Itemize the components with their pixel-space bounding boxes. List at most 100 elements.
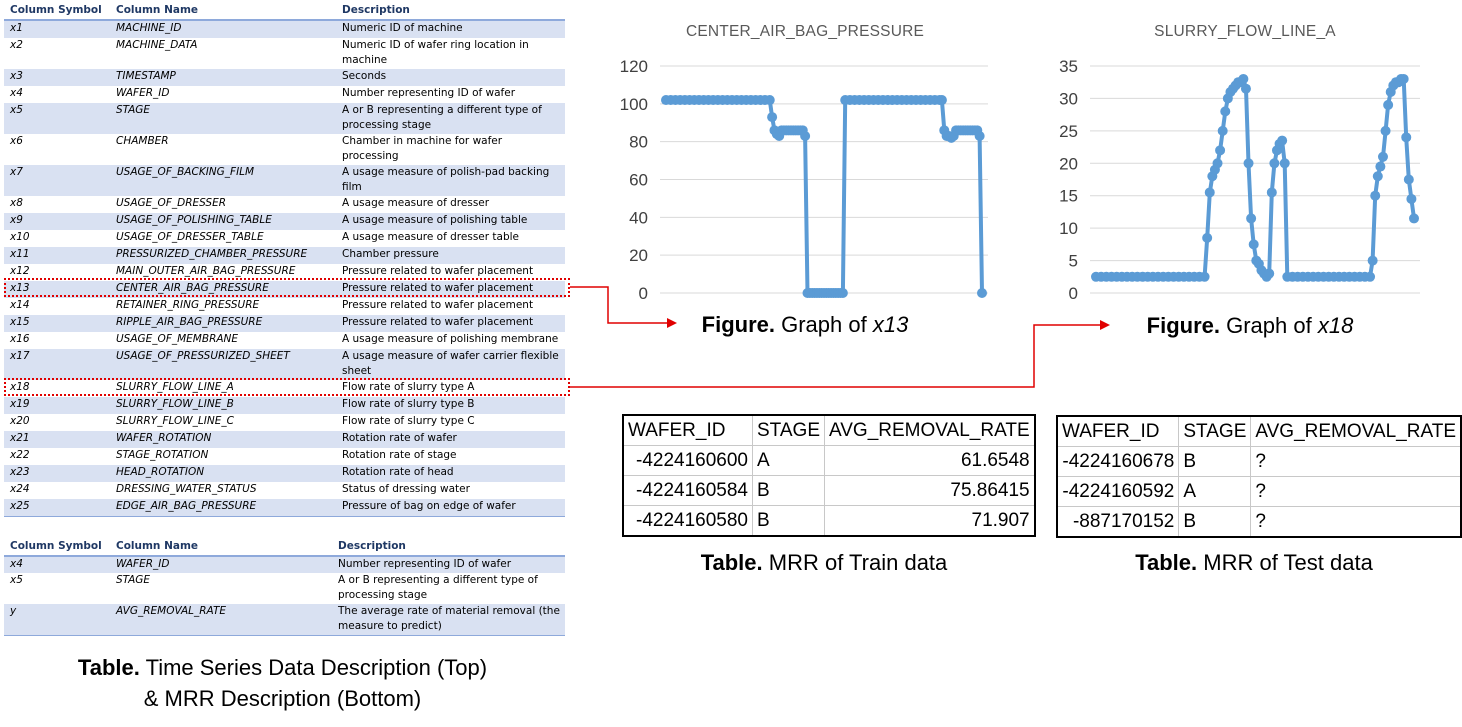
- cell-column-name: DRESSING_WATER_STATUS: [116, 483, 257, 495]
- table-row: x9 USAGE_OF_POLISHING_TABLE A usage measur…: [4, 213, 565, 230]
- cell-stage: A: [752, 445, 825, 476]
- cell-stage: B: [1178, 446, 1252, 477]
- table-header-row: Column Symbol Column Name Description: [4, 538, 565, 557]
- y-tick-label: 15: [1059, 187, 1078, 206]
- highlight-row-x18: [4, 378, 570, 396]
- table-row: -4224160592 A ?: [1056, 476, 1462, 507]
- cell-column-symbol: x20: [10, 415, 30, 427]
- caption-text: MRR of Test data: [1197, 550, 1373, 575]
- table-row: x21 WAFER_ROTATION Rotation rate of wafer: [4, 431, 565, 448]
- cell-wafer-id: -4224160580: [622, 505, 753, 537]
- cell-column-symbol: x17: [4, 349, 110, 380]
- data-point: [974, 130, 985, 141]
- figure-caption-x18: Figure. Graph of x18: [1040, 313, 1460, 339]
- test-table-caption: Table. MRR of Test data: [1056, 550, 1452, 576]
- table-row: x4 WAFER_ID Number representing ID of wafe…: [4, 556, 565, 573]
- cell-description: Number representing ID of wafer: [332, 556, 565, 573]
- cell-description: Chamber in machine for wafer processing: [342, 135, 503, 162]
- data-point: [1202, 232, 1213, 243]
- header-column-name: Column Name: [110, 538, 332, 557]
- cell-rate: 71.907: [823, 505, 1036, 537]
- cell-column-symbol: x12: [10, 265, 30, 277]
- series-line: [666, 98, 984, 295]
- y-tick-label: 40: [629, 208, 648, 227]
- y-tick-label: 10: [1059, 219, 1078, 238]
- cell-description: Rotation rate of stage: [342, 449, 457, 461]
- chart-slurry-flow-line-a: 0 5 10 15 20 25 30 35: [1059, 57, 1420, 303]
- caption-label: Figure.: [1146, 313, 1220, 338]
- caption-text: Graph of: [775, 312, 873, 337]
- data-point: [1398, 73, 1409, 84]
- data-point: [1238, 73, 1249, 84]
- cell-description: A usage measure of dresser table: [342, 231, 519, 243]
- figure-caption-x13: Figure. Graph of x13: [600, 312, 1010, 338]
- cell-column-name: RIPPLE_AIR_BAG_PRESSURE: [110, 315, 336, 332]
- train-table-caption: Table. MRR of Train data: [622, 550, 1026, 576]
- cell-column-name: PRESSURIZED_CHAMBER_PRESSURE: [110, 247, 336, 264]
- data-point: [767, 112, 778, 123]
- table-header-row: WAFER_ID STAGE AVG_REMOVAL_RATE: [1056, 415, 1462, 447]
- cell-column-name: EDGE_AIR_BAG_PRESSURE: [110, 499, 336, 517]
- header-wafer-id: WAFER_ID: [622, 414, 753, 446]
- data-point: [1269, 158, 1280, 169]
- cell-column-name: CENTER_AIR_BAG_PRESSURE: [110, 281, 336, 298]
- data-point: [1372, 171, 1383, 182]
- table-row: x8 USAGE_OF_DRESSER A usage measure of dre…: [4, 196, 565, 213]
- data-point: [764, 95, 775, 106]
- y-tick-label: 20: [1059, 154, 1078, 173]
- table-row: -4224160678 B ?: [1056, 446, 1462, 477]
- cell-rate: ?: [1250, 476, 1462, 507]
- header-avg-removal-rate: AVG_REMOVAL_RATE: [1250, 415, 1462, 447]
- data-point: [1367, 255, 1378, 266]
- cell-column-name: USAGE_OF_PRESSURIZED_SHEET: [110, 349, 336, 380]
- table-row: x3 TIMESTAMP Seconds: [4, 69, 565, 86]
- cell-rate: 61.6548: [823, 445, 1036, 476]
- data-point: [1199, 271, 1210, 282]
- data-point: [800, 130, 811, 141]
- cell-stage: A: [1178, 476, 1252, 507]
- cell-column-symbol: x13: [4, 281, 110, 298]
- caption-variable: x18: [1317, 313, 1354, 338]
- y-tick-label: 0: [639, 284, 648, 303]
- cell-wafer-id: -4224160678: [1056, 446, 1180, 477]
- cell-column-name: USAGE_OF_POLISHING_TABLE: [110, 213, 336, 230]
- cell-column-symbol: y: [4, 604, 110, 636]
- table-row: x6 CHAMBER Chamber in machine for wafer pr…: [4, 134, 565, 165]
- cell-description: The average rate of material removal (th…: [332, 604, 565, 636]
- mrr-test-table: WAFER_ID STAGE AVG_REMOVAL_RATE -4224160…: [1056, 415, 1462, 538]
- arrow-x18-to-graph: [570, 320, 1110, 388]
- data-point: [1401, 132, 1412, 143]
- cell-column-symbol: x16: [10, 333, 30, 345]
- cell-description: A or B representing a different type of …: [338, 574, 538, 601]
- cell-description: Status of dressing water: [342, 483, 470, 495]
- cell-column-symbol: x5: [4, 103, 110, 134]
- cell-column-name: MACHINE_ID: [110, 20, 336, 38]
- data-point: [1243, 158, 1254, 169]
- cell-column-name: CHAMBER: [116, 135, 169, 147]
- cell-description: A usage measure of polishing table: [336, 213, 565, 230]
- cell-column-name: WAFER_ROTATION: [110, 431, 336, 448]
- header-avg-removal-rate: AVG_REMOVAL_RATE: [823, 414, 1036, 446]
- cell-stage: B: [752, 475, 825, 506]
- data-point: [1264, 268, 1275, 279]
- cell-description: Chamber pressure: [336, 247, 565, 264]
- caption-text: MRR of Train data: [762, 550, 948, 575]
- cell-column-symbol: x11: [4, 247, 110, 264]
- table-row: x11 PRESSURIZED_CHAMBER_PRESSURE Chamber p…: [4, 247, 565, 264]
- cell-column-symbol: x4: [10, 87, 23, 99]
- table-row: x13 CENTER_AIR_BAG_PRESSURE Pressure relat…: [4, 281, 565, 298]
- caption-label: Table.: [77, 655, 140, 680]
- data-point: [1409, 213, 1419, 224]
- cell-column-name: STAGE: [116, 574, 151, 586]
- table-row: -4224160600 A 61.6548: [622, 445, 1036, 476]
- cell-description: Flow rate of slurry type C: [342, 415, 475, 427]
- mrr-description-table-body: x4 WAFER_ID Number representing ID of wafe…: [4, 556, 565, 636]
- cell-column-name: SLURRY_FLOW_LINE_B: [110, 397, 336, 414]
- data-point: [1266, 187, 1277, 198]
- cell-column-symbol: x15: [4, 315, 110, 332]
- cell-column-symbol: x23: [4, 465, 110, 482]
- table-row: x5 STAGE A or B representing a different t…: [4, 103, 565, 134]
- cell-rate: ?: [1250, 506, 1462, 538]
- data-point: [1403, 174, 1414, 185]
